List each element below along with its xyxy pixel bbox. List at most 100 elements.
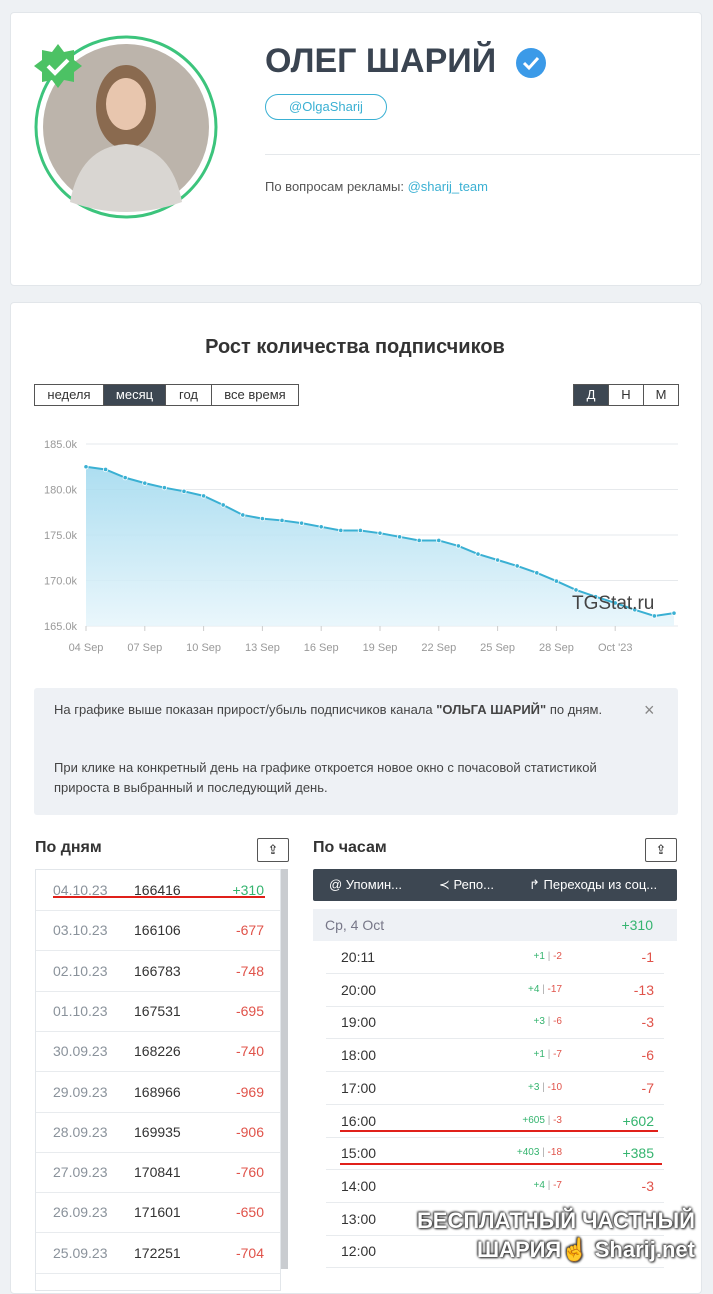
hourly-row: 15:00 +403 | -18 +385	[326, 1137, 664, 1171]
day-header: Ср, 4 Oct +310	[313, 909, 677, 941]
hour-split: +4 | -7	[533, 1179, 562, 1191]
change: -704	[235, 1244, 264, 1261]
subscribers: 168966	[134, 1083, 181, 1100]
hour-split: +403 | -18	[516, 1147, 562, 1159]
close-button[interactable]: ×	[644, 700, 655, 720]
left: -6	[553, 1016, 562, 1028]
granularity-button[interactable]: Д	[573, 384, 609, 406]
point	[279, 517, 285, 524]
subscribers: 169935	[134, 1123, 181, 1140]
y-tick-label: 185.0k	[44, 439, 78, 451]
point	[181, 488, 187, 494]
export-button[interactable]: ⇪	[257, 838, 289, 862]
info-text: по дням.	[546, 702, 603, 717]
subscribers: 167531	[134, 1002, 181, 1019]
point	[416, 537, 422, 544]
hour: 13:00	[341, 1210, 377, 1227]
subscribers: 166106	[134, 922, 181, 939]
daily-row: 28.09.23 169935 -906	[36, 1112, 280, 1153]
daily-title: По дням	[35, 839, 102, 856]
divider	[265, 154, 700, 155]
tab[interactable]: ↱ Переходы из соц...	[529, 877, 658, 892]
date: 28.09.23	[53, 1123, 108, 1140]
day-total: +310	[621, 917, 653, 933]
period-button[interactable]: месяц	[103, 384, 166, 406]
net: -13	[633, 981, 654, 998]
hourly-row: 16:00 +605 | -3 +602	[326, 1105, 664, 1138]
y-tick-label: 170.0k	[44, 576, 78, 588]
subscribers: 166783	[134, 962, 181, 979]
joined: +3	[533, 1016, 545, 1028]
annotation-underline	[340, 1130, 658, 1132]
date: 30.09.23	[53, 1043, 108, 1060]
period-button[interactable]: неделя	[34, 384, 104, 406]
change: -748	[235, 962, 264, 979]
left: -3	[553, 1114, 562, 1126]
hour: 20:11	[341, 949, 375, 965]
left: -7	[553, 1179, 562, 1191]
point	[475, 551, 481, 557]
date: 04.10.23	[53, 882, 108, 898]
point	[534, 570, 540, 576]
hour-split: +4 | -17	[527, 983, 562, 995]
point	[240, 512, 246, 518]
hour-split: +1 | -2	[533, 951, 562, 962]
handle[interactable]: @OlgaSharij	[265, 94, 387, 120]
change: -969	[235, 1083, 264, 1100]
tab-label[interactable]: Репо...	[453, 877, 494, 892]
point	[142, 480, 148, 486]
tab-label[interactable]: Переходы из соц...	[543, 877, 658, 892]
hourly-row: 19:00 +3 | -6 -3	[326, 1006, 664, 1040]
change: -650	[235, 1204, 264, 1221]
net: -6	[641, 1047, 654, 1064]
point	[83, 464, 89, 470]
x-tick-label: 25 Sep	[480, 642, 515, 654]
hourly-row: 20:00 +4 | -17 -13	[326, 974, 664, 1007]
hour: 17:00	[341, 1079, 377, 1096]
point	[514, 563, 520, 569]
hour-split: +605 | -3	[522, 1114, 562, 1126]
point	[161, 485, 167, 491]
hour: 19:00	[341, 1014, 377, 1031]
joined: +1	[533, 1049, 545, 1061]
point	[396, 534, 403, 540]
tab[interactable]: ≺ Репо...	[439, 877, 494, 892]
change: -695	[235, 1002, 264, 1019]
point	[553, 578, 560, 584]
daily-row: 01.10.23 167531 -695	[36, 991, 280, 1032]
hour: 18:00	[341, 1047, 377, 1064]
ads-line: По вопросам рекламы: @sharij_team	[265, 179, 488, 194]
area	[86, 466, 674, 626]
subscribers: 171601	[134, 1204, 181, 1221]
date: 26.09.23	[53, 1204, 108, 1221]
chart: 165.0k 170.0k 175.0k 180.0k 185.0k 04 Sep 07 S…	[44, 439, 678, 654]
y-tick-label: 165.0k	[44, 621, 78, 633]
x-tick-label: Oct '23	[598, 642, 633, 654]
x-tick-label: 04 Sep	[69, 642, 104, 654]
change: -740	[235, 1043, 264, 1060]
period-button[interactable]: год	[165, 384, 212, 406]
period-button[interactable]: все время	[211, 384, 299, 406]
ads-contact[interactable]: @sharij_team	[407, 179, 488, 194]
channel-name: ОЛЕГ ШАРИЙ	[265, 42, 497, 80]
date: 29.09.23	[53, 1083, 108, 1100]
tab[interactable]: @ Упомин...	[329, 869, 402, 901]
export-button[interactable]: ⇪	[645, 838, 677, 862]
granularity-button[interactable]: Н	[608, 384, 644, 406]
point	[377, 530, 383, 536]
point	[494, 557, 501, 563]
hourly-tabs: @ Упомин... ≺ Репо... ↱ Переходы из соц...	[313, 869, 677, 901]
watermark: TGStat.ru	[572, 593, 654, 614]
subscribers: 170841	[134, 1164, 181, 1181]
date: 03.10.23	[53, 922, 108, 939]
net: +385	[622, 1145, 654, 1162]
x-tick-label: 28 Sep	[539, 642, 574, 654]
hourly-row: 12:00	[326, 1235, 664, 1269]
x-tick-label: 07 Sep	[127, 642, 162, 654]
granularity-button[interactable]: М	[643, 384, 679, 406]
point	[103, 466, 109, 473]
chart-title: Рост количества подписчиков	[205, 336, 505, 358]
hour: 20:00	[341, 981, 377, 998]
ads-label: По вопросам рекламы:	[265, 179, 404, 194]
tab-label[interactable]: @ Упомин...	[329, 877, 402, 892]
